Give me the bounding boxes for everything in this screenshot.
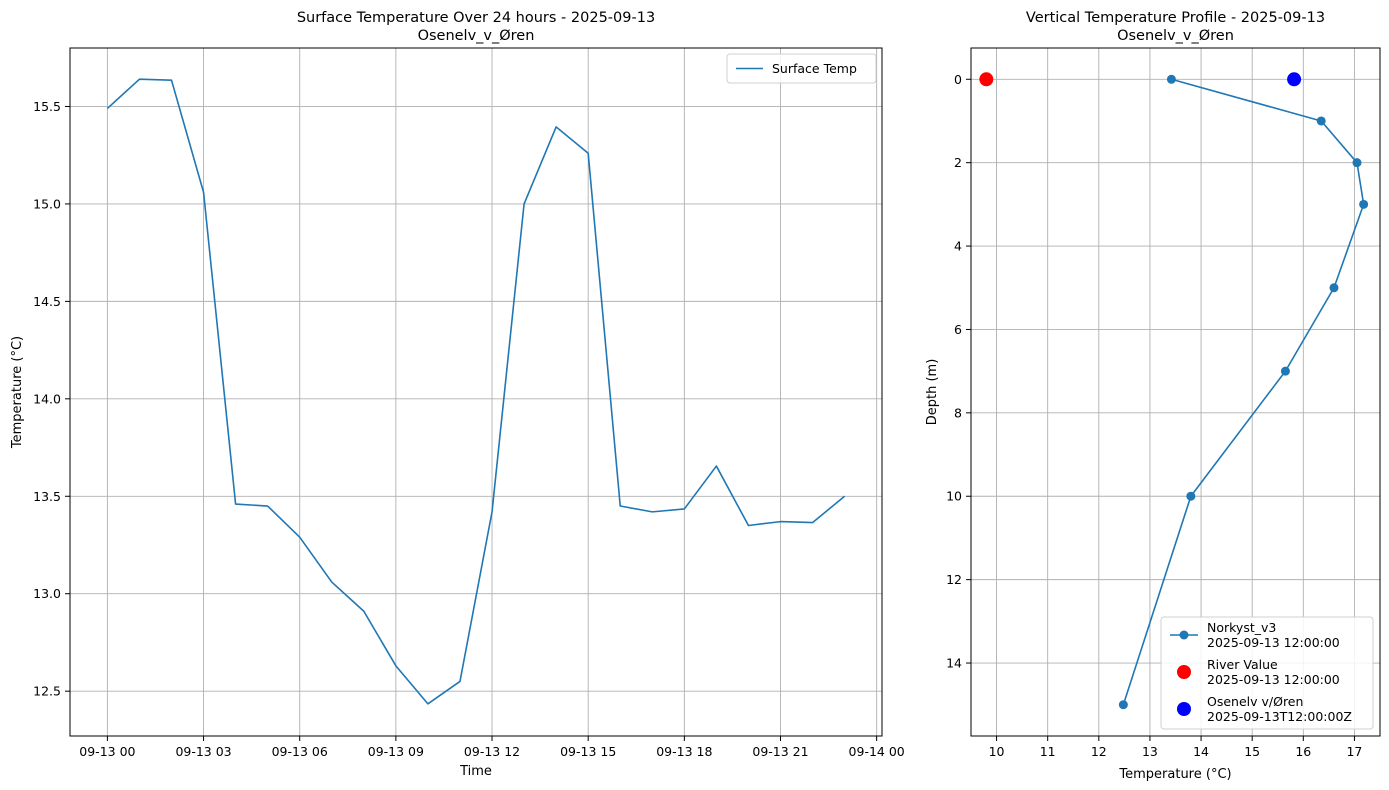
x-tick-label: 17 — [1346, 744, 1362, 759]
x-tick-label: 09-13 18 — [656, 744, 712, 759]
x-tick-label: 09-13 15 — [560, 744, 616, 759]
legend-time-river-value: 2025-09-13 12:00:00 — [1207, 672, 1340, 687]
y-tick-label: 8 — [954, 405, 962, 420]
chart-subtitle: Osenelv_v_Øren — [418, 28, 535, 44]
x-axis-label: Time — [459, 764, 492, 779]
data-point-norkyst — [1352, 158, 1362, 168]
y-ticks: 0 2 4 6 8 10 12 14 — [946, 72, 971, 671]
y-tick-label: 15.5 — [33, 99, 61, 114]
y-tick-label: 2 — [954, 155, 962, 170]
data-point-river-value — [979, 72, 994, 87]
y-tick-label: 15.0 — [33, 196, 61, 211]
data-point-norkyst — [1186, 491, 1196, 501]
series-layer — [106, 78, 846, 705]
legend-box — [726, 53, 877, 84]
legend-box — [1160, 616, 1374, 730]
data-point-norkyst — [1118, 700, 1128, 710]
x-tick-label: 11 — [1040, 744, 1056, 759]
x-tick-label: 15 — [1244, 744, 1260, 759]
y-tick-label: 10 — [946, 489, 962, 504]
y-tick-label: 13.5 — [33, 489, 61, 504]
series-line-norkyst — [1122, 78, 1365, 705]
legend-marker-norkyst — [1179, 630, 1189, 640]
chart-subtitle: Osenelv_v_Øren — [1117, 28, 1234, 44]
y-tick-label: 14 — [946, 656, 962, 671]
x-tick-label: 16 — [1295, 744, 1311, 759]
y-tick-label: 14.0 — [33, 391, 61, 406]
chart-title: Vertical Temperature Profile - 2025-09-1… — [1026, 10, 1325, 26]
legend: Surface Temp — [726, 53, 877, 84]
data-point-norkyst — [1359, 199, 1369, 209]
y-tick-label: 14.5 — [33, 294, 61, 309]
y-axis-label: Depth (m) — [925, 359, 940, 426]
x-tick-label: 10 — [989, 744, 1005, 759]
y-tick-label: 4 — [954, 239, 962, 254]
legend-label-river-value: River Value — [1207, 657, 1278, 672]
chart-title: Surface Temperature Over 24 hours - 2025… — [297, 10, 655, 26]
y-tick-label: 0 — [954, 72, 962, 87]
data-point-norkyst — [1316, 116, 1326, 126]
x-tick-label: 12 — [1091, 744, 1107, 759]
legend-label-norkyst: Norkyst_v3 — [1207, 620, 1276, 635]
y-tick-label: 13.0 — [33, 586, 61, 601]
legend-time-norkyst: 2025-09-13 12:00:00 — [1207, 635, 1340, 650]
x-tick-label: 09-13 06 — [272, 744, 328, 759]
x-tick-label: 09-14 00 — [849, 744, 905, 759]
series-line-surface-temp — [106, 78, 846, 705]
y-tick-label: 12.5 — [33, 684, 61, 699]
series-layer — [979, 72, 1369, 710]
legend-time-osenelv: 2025-09-13T12:00:00Z — [1207, 709, 1352, 724]
x-tick-label: 09-13 09 — [368, 744, 424, 759]
axes-frame — [970, 47, 1381, 737]
y-tick-label: 12 — [946, 572, 962, 587]
x-ticks: 09-13 00 09-13 03 09-13 06 09-13 09 09-13 12… — [79, 736, 905, 759]
axes-frame — [69, 47, 883, 737]
data-point-norkyst — [1166, 74, 1176, 84]
x-tick-label: 09-13 21 — [752, 744, 808, 759]
y-tick-label: 6 — [954, 322, 962, 337]
x-tick-label: 13 — [1142, 744, 1158, 759]
x-ticks: 10 11 12 13 14 15 16 17 — [989, 736, 1362, 759]
surface-temperature-chart: 09-13 00 09-13 03 09-13 06 09-13 09 09-13 12… — [10, 10, 905, 779]
x-tick-label: 14 — [1193, 744, 1209, 759]
data-point-norkyst — [1280, 366, 1290, 376]
y-axis-label: Temperature (°C) — [10, 336, 25, 449]
x-tick-label: 09-13 00 — [79, 744, 135, 759]
legend-marker-river-value — [1177, 665, 1191, 679]
data-point-norkyst — [1329, 283, 1339, 293]
data-point-osenelv — [1287, 72, 1302, 87]
x-tick-label: 09-13 12 — [464, 744, 520, 759]
legend-label-osenelv: Osenelv v/Øren — [1207, 694, 1303, 709]
legend-label-surface-temp: Surface Temp — [772, 61, 857, 76]
x-tick-label: 09-13 03 — [175, 744, 231, 759]
vertical-profile-chart: 10 11 12 13 14 15 16 17 0 2 4 6 8 10 12 14 Vertical Te… — [925, 10, 1381, 782]
x-axis-label: Temperature (°C) — [1118, 767, 1231, 782]
legend-marker-osenelv — [1177, 702, 1191, 716]
y-ticks: 12.5 13.0 13.5 14.0 14.5 15.0 15.5 — [33, 99, 70, 699]
